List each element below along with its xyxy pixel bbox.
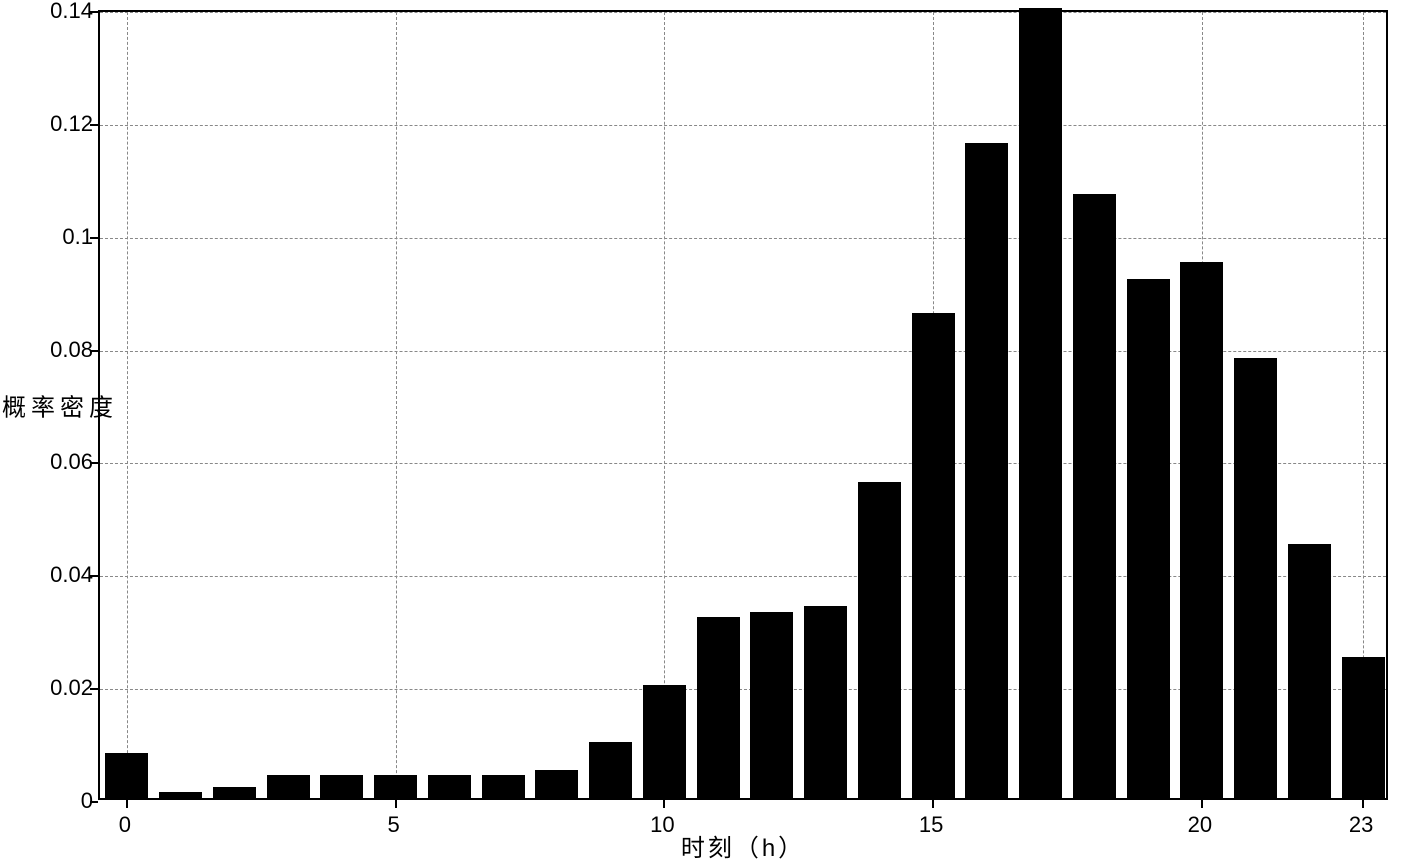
bar — [697, 617, 740, 798]
xtick-label: 10 — [650, 812, 674, 838]
bar — [858, 482, 901, 798]
bar — [428, 775, 471, 798]
ytick-label: 0.12 — [50, 111, 93, 137]
bar — [267, 775, 310, 798]
bar — [213, 787, 256, 798]
xtick — [395, 800, 397, 808]
xtick-label: 5 — [388, 812, 400, 838]
chart-container: 概率密度 时刻（h） — [98, 10, 1388, 800]
bar — [1288, 544, 1331, 798]
ytick-label: 0.14 — [50, 0, 93, 24]
bar — [804, 606, 847, 798]
bar — [105, 753, 148, 798]
ytick-label: 0.04 — [50, 562, 93, 588]
ytick-label: 0.08 — [50, 337, 93, 363]
grid-line-v — [396, 12, 397, 798]
xtick-label: 15 — [919, 812, 943, 838]
xtick-label: 0 — [119, 812, 131, 838]
bar — [589, 742, 632, 798]
grid-line-h — [100, 125, 1386, 126]
bar — [1234, 358, 1277, 798]
xtick-label: 23 — [1349, 812, 1373, 838]
xtick-label: 20 — [1188, 812, 1212, 838]
ytick-label: 0 — [81, 788, 93, 814]
bar — [1127, 279, 1170, 798]
xtick — [932, 800, 934, 808]
xtick — [1362, 800, 1364, 808]
xtick — [126, 800, 128, 808]
bar — [374, 775, 417, 798]
grid-line-v — [664, 12, 665, 798]
bar — [535, 770, 578, 798]
bar — [643, 685, 686, 798]
bar — [320, 775, 363, 798]
grid-line-v — [127, 12, 128, 798]
ytick-label: 0.06 — [50, 449, 93, 475]
ytick-label: 0.1 — [62, 224, 93, 250]
bar — [750, 612, 793, 798]
grid-line-h — [100, 12, 1386, 13]
bar — [1073, 194, 1116, 798]
bar — [965, 143, 1008, 798]
yaxis-title: 概率密度 — [2, 388, 118, 423]
grid-line-h — [100, 238, 1386, 239]
bar — [1342, 657, 1385, 798]
bar — [1019, 8, 1062, 798]
xaxis-title: 时刻（h） — [681, 828, 805, 863]
plot-area — [100, 12, 1386, 798]
bar — [159, 792, 202, 798]
ytick-label: 0.02 — [50, 675, 93, 701]
xtick — [1201, 800, 1203, 808]
bar — [1180, 262, 1223, 798]
xtick — [663, 800, 665, 808]
bar — [482, 775, 525, 798]
bar — [912, 313, 955, 798]
